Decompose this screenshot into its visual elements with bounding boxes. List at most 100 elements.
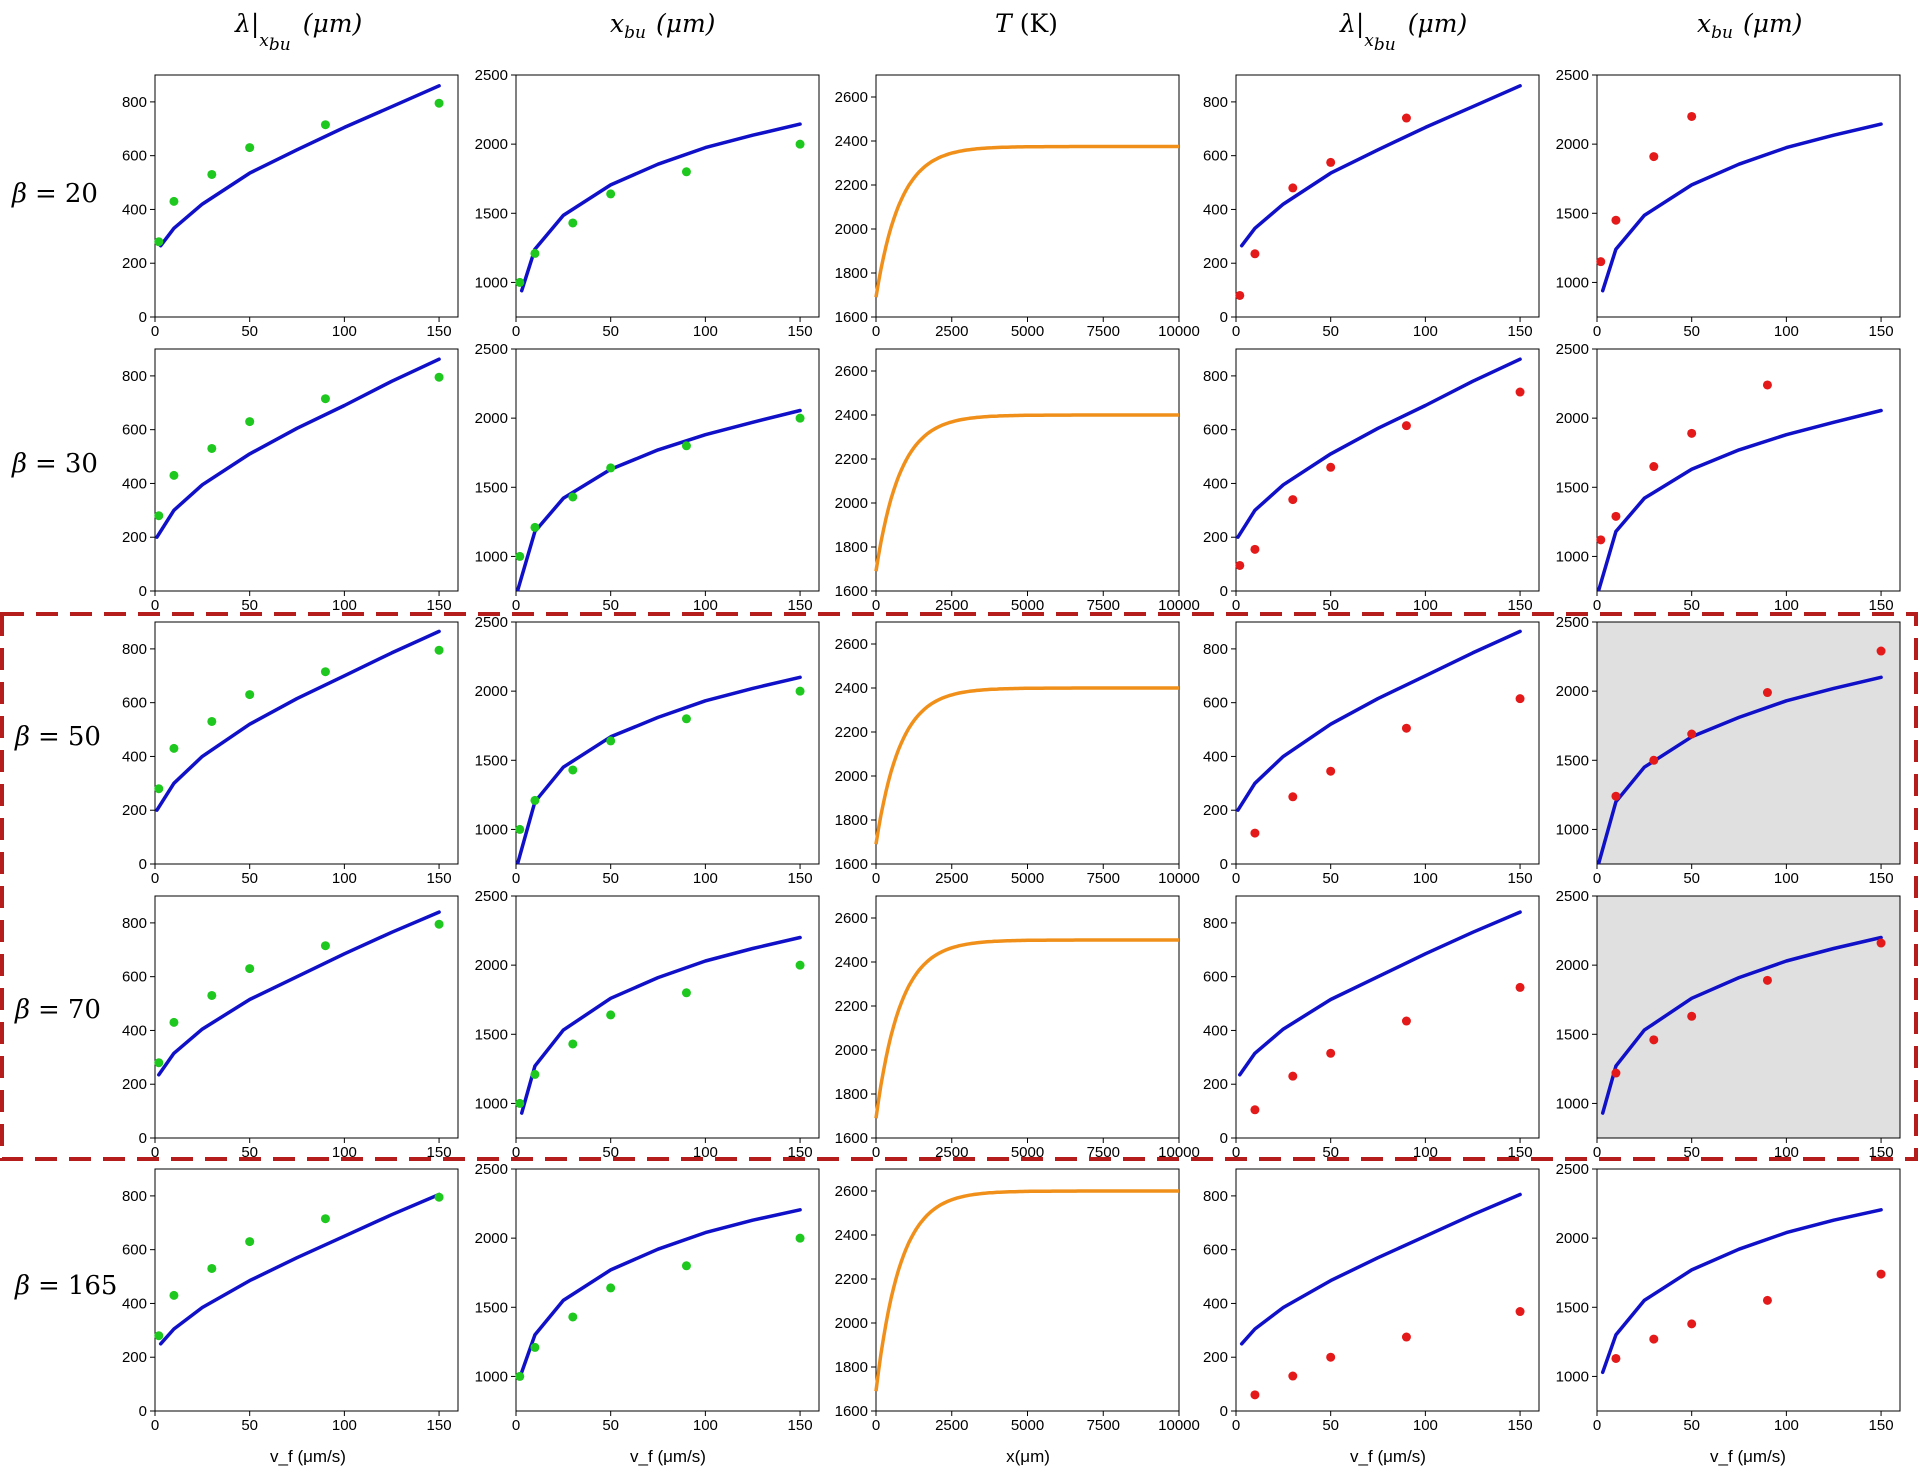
y-tick-label: 2000 (835, 221, 868, 238)
y-tick-label: 200 (122, 802, 147, 819)
y-tick-label: 1500 (1556, 1299, 1589, 1316)
y-tick-label: 600 (122, 969, 147, 986)
y-tick-label: 1500 (1556, 205, 1589, 222)
x-tick-label: 50 (1683, 597, 1700, 614)
data-point (606, 1010, 616, 1020)
y-tick-label: 800 (122, 915, 147, 932)
data-point (1649, 1334, 1659, 1344)
data-point (434, 919, 444, 929)
x-tick-label: 7500 (1087, 1417, 1120, 1434)
plot-area (875, 74, 1180, 318)
x-tick-label: 150 (1508, 597, 1533, 614)
x-tick-label: 100 (693, 1144, 718, 1161)
x-tick-label: 100 (332, 323, 357, 340)
data-point (1250, 249, 1260, 259)
plot-area (1596, 74, 1901, 318)
data-point (320, 120, 330, 130)
data-point (568, 218, 578, 228)
x-tick-label: 100 (693, 870, 718, 887)
data-point (606, 736, 616, 746)
y-tick-label: 2000 (475, 957, 508, 974)
data-point (1687, 1011, 1697, 1021)
y-tick-label: 1000 (475, 1368, 508, 1385)
data-point (1288, 183, 1298, 193)
x-tick-label: 100 (332, 870, 357, 887)
y-tick-label: 400 (122, 1295, 147, 1312)
model-curve (519, 122, 802, 293)
plot-area (1596, 621, 1901, 865)
y-tick-label: 0 (1220, 856, 1228, 873)
y-tick-label: 800 (122, 1188, 147, 1205)
data-point (245, 1237, 255, 1247)
y-tick-label: 2500 (475, 888, 508, 905)
plot-area (515, 621, 820, 865)
x-tick-label: 10000 (1158, 1144, 1200, 1161)
plot-area (154, 895, 459, 1139)
data-point (1611, 1353, 1621, 1363)
data-point (434, 645, 444, 655)
x-tick-label: 50 (1322, 1417, 1339, 1434)
data-point (1326, 157, 1336, 167)
x-tick-label: 5000 (1011, 597, 1044, 614)
x-tick-label: 150 (788, 1144, 813, 1161)
x-label-col-1: v_f (μm/s) (270, 1447, 346, 1466)
y-tick-label: 2600 (835, 89, 868, 106)
y-tick-label: 200 (1203, 255, 1228, 272)
y-tick-label: 1600 (835, 309, 868, 326)
x-tick-label: 150 (1869, 870, 1894, 887)
data-point (320, 941, 330, 951)
y-tick-label: 800 (122, 368, 147, 385)
data-point (1250, 1105, 1260, 1115)
y-tick-label: 2000 (835, 495, 868, 512)
panel-r1-c3: 0 2500 5000 7500 10000 1600 1800 2000 2200 2400 26… (835, 74, 1200, 340)
x-tick-label: 150 (1869, 597, 1894, 614)
plot-area (154, 621, 459, 865)
y-tick-label: 2600 (835, 1183, 868, 1200)
row-header-beta-20: β = 20 (11, 179, 98, 209)
row-header-beta-165: β = 165 (14, 1271, 117, 1301)
y-tick-label: 2400 (835, 680, 868, 697)
data-point (1288, 792, 1298, 802)
data-point (207, 1263, 217, 1273)
data-point (320, 1214, 330, 1224)
row-headers: β = 20 β = 30 β = 50 β = 70 β = 165 (11, 179, 117, 1301)
data-point (1611, 791, 1621, 801)
x-tick-label: 50 (602, 870, 619, 887)
model-curve (155, 629, 441, 812)
x-tick-label: 50 (602, 597, 619, 614)
x-tick-label: 150 (427, 323, 452, 340)
data-point (169, 743, 179, 753)
y-tick-label: 400 (1203, 1295, 1228, 1312)
x-label-col-4: v_f (μm/s) (1350, 1447, 1426, 1466)
y-tick-label: 800 (1203, 915, 1228, 932)
x-tick-label: 50 (602, 1144, 619, 1161)
model-curve (158, 84, 441, 248)
data-point (1288, 495, 1298, 505)
data-point (1611, 511, 1621, 521)
col-header-2: xbu (μm) (610, 9, 715, 43)
plot-area (515, 895, 820, 1139)
x-tick-label: 0 (151, 1144, 159, 1161)
x-tick-label: 0 (872, 323, 880, 340)
temperature-curve (874, 144, 1179, 298)
x-tick-label: 150 (427, 870, 452, 887)
x-tick-label: 50 (1322, 1144, 1339, 1161)
data-point (434, 98, 444, 108)
y-tick-label: 2400 (835, 407, 868, 424)
y-tick-label: 0 (1220, 309, 1228, 326)
x-tick-label: 2500 (935, 1144, 968, 1161)
panel-r4-c5: 0 50 100 150 1000 1500 2000 2500 (1556, 888, 1901, 1161)
y-tick-label: 200 (1203, 529, 1228, 546)
row-header-beta-50: β = 50 (14, 722, 101, 752)
x-tick-label: 100 (1774, 1144, 1799, 1161)
model-curve (1239, 1192, 1522, 1346)
x-tick-label: 7500 (1087, 1144, 1120, 1161)
data-point (1326, 1352, 1336, 1362)
data-point (1649, 462, 1659, 472)
x-tick-label: 0 (512, 1144, 520, 1161)
x-tick-label: 50 (1683, 323, 1700, 340)
y-tick-label: 1000 (475, 274, 508, 291)
data-point (1401, 1016, 1411, 1026)
y-tick-label: 800 (122, 641, 147, 658)
y-tick-label: 400 (1203, 201, 1228, 218)
